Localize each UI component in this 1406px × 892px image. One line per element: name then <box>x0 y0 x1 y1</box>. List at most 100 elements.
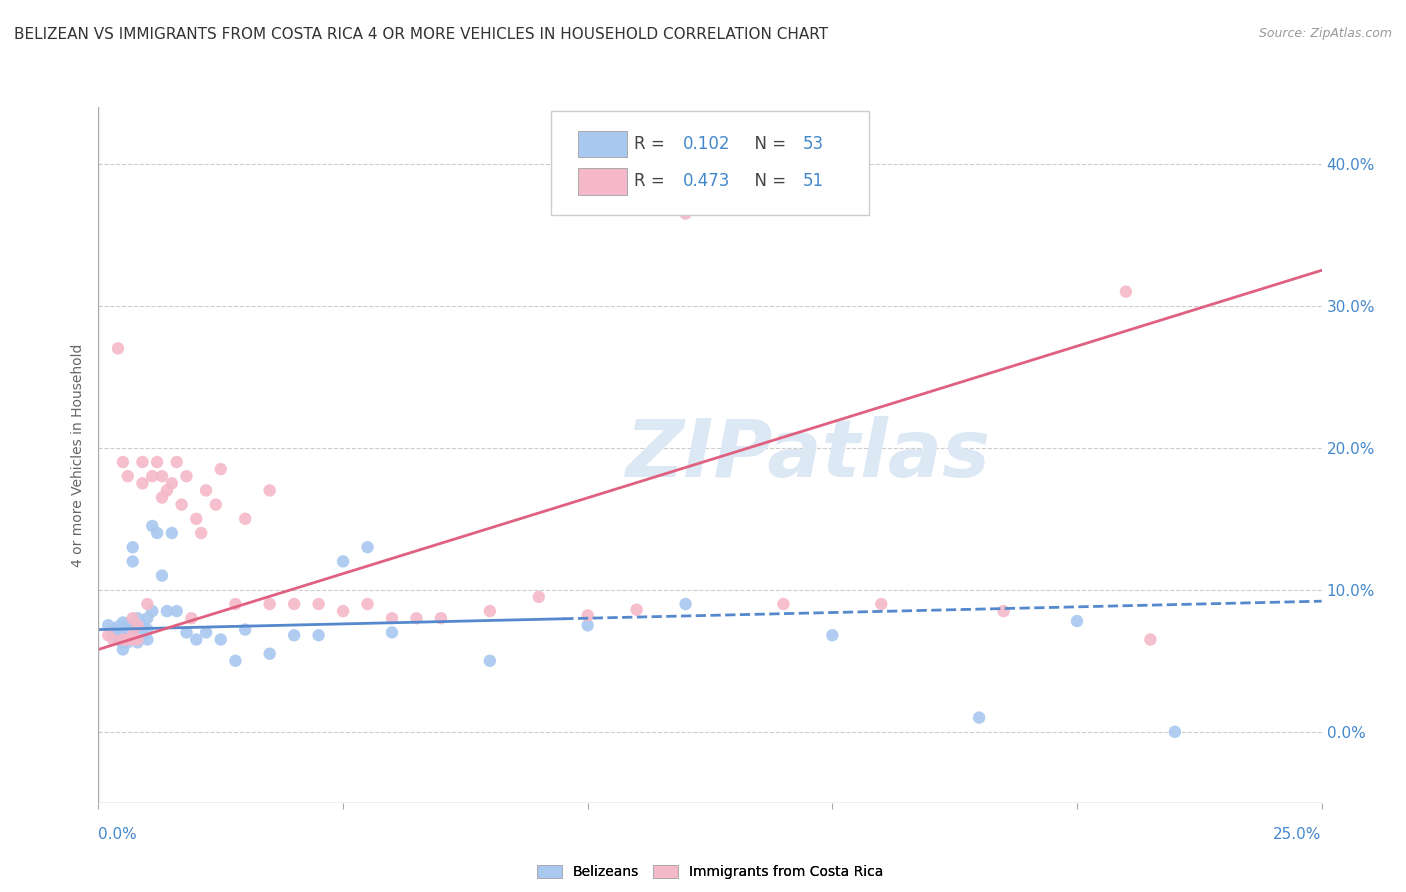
Point <box>111 455 134 469</box>
Text: N =: N = <box>744 135 792 153</box>
Point <box>107 632 129 647</box>
Point <box>111 628 134 642</box>
Point <box>150 491 173 505</box>
Point <box>224 597 246 611</box>
Point <box>356 540 378 554</box>
Point <box>97 628 120 642</box>
Text: 0.102: 0.102 <box>683 135 731 153</box>
Point <box>121 554 143 568</box>
Point <box>993 604 1015 618</box>
Point <box>101 628 124 642</box>
Point <box>111 635 134 649</box>
Point <box>97 618 120 632</box>
Point <box>381 625 404 640</box>
Point <box>180 611 202 625</box>
Point <box>478 654 501 668</box>
Point <box>141 519 163 533</box>
Point <box>1066 614 1088 628</box>
Point <box>121 618 143 632</box>
Point <box>117 623 139 637</box>
Point <box>675 597 697 611</box>
Point <box>131 628 153 642</box>
Point <box>209 462 232 476</box>
Point <box>186 512 208 526</box>
Point <box>160 526 183 541</box>
Point <box>233 512 256 526</box>
Point <box>117 469 139 483</box>
Text: R =: R = <box>634 172 671 191</box>
Point <box>156 604 179 618</box>
Point <box>107 625 129 640</box>
Point <box>166 455 188 469</box>
Y-axis label: 4 or more Vehicles in Household: 4 or more Vehicles in Household <box>72 343 86 566</box>
Point <box>1115 285 1137 299</box>
Point <box>195 483 218 498</box>
Point <box>131 618 153 632</box>
Bar <box>578 169 627 194</box>
Point <box>121 632 143 647</box>
Text: 25.0%: 25.0% <box>1274 827 1322 841</box>
Point <box>381 611 404 625</box>
Point <box>107 620 129 634</box>
Point <box>1164 724 1187 739</box>
Point <box>146 455 169 469</box>
Point <box>356 597 378 611</box>
Point <box>136 632 159 647</box>
Point <box>141 469 163 483</box>
Text: ZIPatlas: ZIPatlas <box>626 416 990 494</box>
Point <box>283 628 305 642</box>
Point <box>160 476 183 491</box>
Point <box>527 590 550 604</box>
Text: 51: 51 <box>803 172 824 191</box>
Text: 0.0%: 0.0% <box>98 827 138 841</box>
Point <box>576 608 599 623</box>
Point <box>117 616 139 631</box>
Bar <box>578 131 627 157</box>
Point <box>233 623 256 637</box>
Point <box>478 604 501 618</box>
Point <box>131 455 153 469</box>
Point <box>101 632 124 647</box>
Point <box>190 526 212 541</box>
Point <box>259 647 281 661</box>
Point <box>111 642 134 657</box>
Point <box>127 632 149 647</box>
Point <box>224 654 246 668</box>
Point <box>127 628 149 642</box>
Text: R =: R = <box>634 135 671 153</box>
Point <box>121 611 143 625</box>
Point <box>107 342 129 356</box>
Point <box>870 597 893 611</box>
Point <box>430 611 453 625</box>
Point <box>127 611 149 625</box>
Point <box>111 615 134 630</box>
Point <box>195 625 218 640</box>
Point <box>259 597 281 611</box>
Point <box>166 604 188 618</box>
Point <box>101 623 124 637</box>
Point <box>121 628 143 642</box>
Text: 53: 53 <box>803 135 824 153</box>
Text: N =: N = <box>744 172 792 191</box>
Text: BELIZEAN VS IMMIGRANTS FROM COSTA RICA 4 OR MORE VEHICLES IN HOUSEHOLD CORRELATI: BELIZEAN VS IMMIGRANTS FROM COSTA RICA 4… <box>14 27 828 42</box>
Point <box>209 632 232 647</box>
Point <box>176 625 198 640</box>
Point <box>283 597 305 611</box>
Point <box>136 623 159 637</box>
Point <box>121 625 143 640</box>
Point <box>117 628 139 642</box>
Point <box>150 568 173 582</box>
Point <box>156 483 179 498</box>
Point <box>111 632 134 647</box>
Point <box>626 603 648 617</box>
Point <box>127 618 149 632</box>
Point <box>405 611 427 625</box>
Point <box>332 604 354 618</box>
Point <box>308 628 330 642</box>
Point <box>136 597 159 611</box>
Point <box>136 611 159 625</box>
Point <box>170 498 193 512</box>
Point <box>1139 632 1161 647</box>
Point <box>176 469 198 483</box>
Point <box>308 597 330 611</box>
